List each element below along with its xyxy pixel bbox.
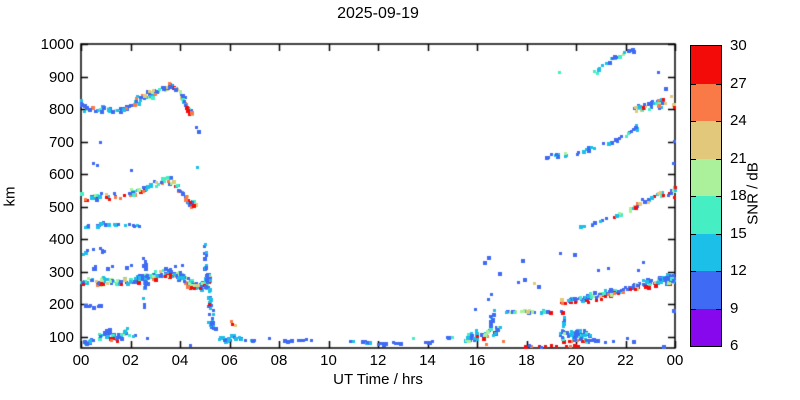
colorbar-band-24-27dB xyxy=(691,83,721,121)
colorbar-band-21-24dB xyxy=(691,121,721,159)
x-axis-label: UT Time / hrs xyxy=(333,371,423,388)
colorbar-band-6-9dB xyxy=(691,308,721,346)
y-tick-label: 300 xyxy=(48,263,74,281)
x-tick-label: 00 xyxy=(72,352,90,369)
y-tick-label: 1000 xyxy=(40,36,74,53)
y-axis-label: km xyxy=(1,186,19,207)
colorbar-tick-label: 6 xyxy=(730,337,739,354)
y-tick-label: 100 xyxy=(48,328,74,346)
y-tick-label: 500 xyxy=(48,198,74,216)
colorbar-tick-label: 15 xyxy=(730,224,747,242)
colorbar-tick-label: 9 xyxy=(730,299,739,317)
colorbar-tick-label: 27 xyxy=(730,74,747,92)
colorbar-tick-mark xyxy=(716,158,721,160)
colorbar-band-15-18dB xyxy=(691,196,721,234)
colorbar-band-27-30dB xyxy=(691,46,721,84)
x-tick-label: 02 xyxy=(122,352,139,369)
colorbar-tick-mark xyxy=(716,83,721,85)
x-tick-label: 10 xyxy=(320,352,337,369)
colorbar-tick-label: 18 xyxy=(730,187,747,204)
x-tick-label: 04 xyxy=(171,352,189,369)
y-tick-label: 800 xyxy=(48,101,74,119)
y-tick-label: 400 xyxy=(48,231,74,249)
y-tick-label: 200 xyxy=(48,296,74,314)
x-tick-label: 00 xyxy=(666,352,684,369)
colorbar xyxy=(690,45,722,347)
colorbar-tick-label: 30 xyxy=(730,37,747,54)
y-tick-label: 600 xyxy=(48,166,74,184)
x-tick-label: 22 xyxy=(617,352,634,369)
colorbar-tick-label: 12 xyxy=(730,262,747,279)
x-tick-label: 12 xyxy=(369,352,387,369)
colorbar-tick-label: 24 xyxy=(730,112,747,129)
colorbar-tick-mark xyxy=(691,196,696,197)
chart-title: 2025-09-19 xyxy=(337,5,419,22)
colorbar-band-18-21dB xyxy=(691,158,721,196)
colorbar-tick-mark xyxy=(691,233,696,235)
colorbar-tick-mark xyxy=(691,271,696,272)
colorbar-band-9-12dB xyxy=(691,271,721,309)
x-tick-label: 18 xyxy=(518,352,535,369)
x-tick-label: 14 xyxy=(419,352,436,369)
colorbar-label: SNR / dB xyxy=(744,162,762,225)
colorbar-tick-label: 21 xyxy=(730,149,747,167)
colorbar-tick-mark xyxy=(691,158,696,160)
colorbar-tick-mark xyxy=(716,271,721,272)
colorbar-tick-mark xyxy=(691,308,696,310)
y-tick-label: 700 xyxy=(48,133,74,151)
x-tick-label: 06 xyxy=(221,352,238,369)
y-tick-label: 900 xyxy=(48,68,74,86)
colorbar-tick-mark xyxy=(716,121,721,122)
x-tick-label: 08 xyxy=(270,352,288,369)
colorbar-tick-mark xyxy=(691,121,696,122)
colorbar-tick-mark xyxy=(716,233,721,235)
x-tick-label: 20 xyxy=(567,352,585,369)
colorbar-tick-mark xyxy=(691,83,696,85)
colorbar-tick-mark xyxy=(716,196,721,197)
colorbar-band-12-15dB xyxy=(691,233,721,271)
colorbar-tick-mark xyxy=(716,308,721,310)
x-tick-label: 16 xyxy=(468,352,486,369)
